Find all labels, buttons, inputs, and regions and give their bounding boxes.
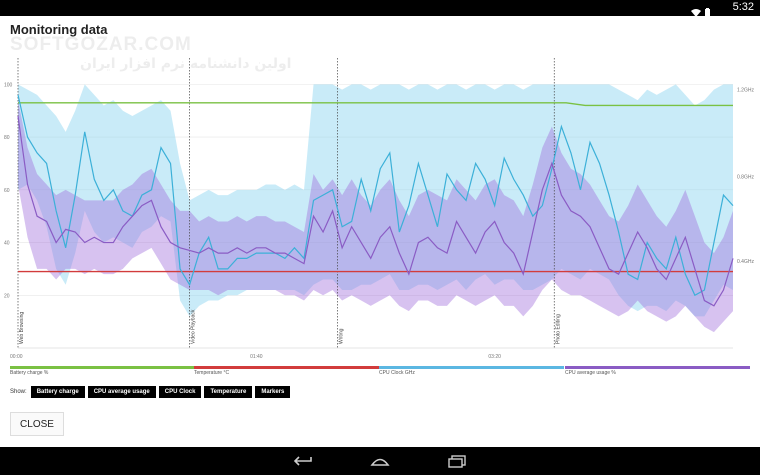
y-tick-label: 40 (4, 241, 10, 247)
series-line (17, 115, 734, 307)
y-tick-label: 80 (4, 135, 10, 141)
show-cpu-clock-button[interactable]: CPU Clock (158, 386, 202, 398)
legend-label: CPU average usage % (565, 370, 616, 376)
y2-tick-label: 1.2GHz (737, 88, 754, 94)
legend-swatch (379, 366, 564, 369)
show-cpu-usage-button[interactable]: CPU average usage (87, 386, 156, 398)
home-icon[interactable] (369, 453, 391, 472)
marker-label: Photo Editing (555, 314, 561, 344)
watermark-persian: اولین دانشنامه نرم افزار ایران (80, 56, 292, 72)
x-tick-label: 00:00 (10, 354, 23, 360)
status-time: 5:32 (732, 1, 754, 13)
page-title: Monitoring data (10, 22, 108, 37)
recents-icon[interactable] (446, 453, 468, 472)
legend-swatch (194, 366, 379, 369)
marker-label: Video Playback (191, 309, 197, 344)
legend-label: Battery charge % (10, 370, 49, 376)
legend-swatch (565, 366, 750, 369)
legend-item: Battery charge % (10, 366, 195, 378)
back-icon[interactable] (293, 453, 315, 472)
x-tick-label: 03:20 (488, 354, 501, 360)
status-icons (690, 3, 716, 22)
show-battery-button[interactable]: Battery charge (30, 386, 85, 398)
y-tick-label: 100 (4, 82, 13, 88)
wifi-battery-icon (691, 8, 710, 17)
legend-label: CPU Clock GHz (379, 370, 415, 376)
x-tick-label: 01:40 (250, 354, 263, 360)
marker-label: Writing (338, 328, 344, 344)
show-filters: Show: Battery charge CPU average usage C… (10, 385, 293, 399)
legend-item: CPU Clock GHz (379, 366, 564, 378)
show-temperature-button[interactable]: Temperature (204, 386, 253, 398)
legend-item: CPU average usage % (565, 366, 750, 378)
show-markers-button[interactable]: Markers (255, 386, 291, 398)
legend-swatch (10, 366, 195, 369)
status-bar: 5:32 (0, 0, 760, 17)
series-line (18, 102, 733, 107)
close-button[interactable]: CLOSE (10, 412, 64, 436)
marker-label: Web Browsing (19, 312, 25, 344)
y2-tick-label: 0.4GHz (737, 259, 754, 265)
watermark: SOFTGOZAR.COM (10, 34, 192, 55)
y-tick-label: 20 (4, 293, 10, 299)
show-label: Show: (10, 389, 27, 395)
legend-label: Temperature °C (194, 370, 230, 376)
y-tick-label: 60 (4, 188, 10, 194)
legend-item: Temperature °C (194, 366, 379, 378)
y2-tick-label: 0.8GHz (737, 175, 754, 181)
nav-bar (0, 447, 760, 475)
series-line (17, 94, 734, 297)
